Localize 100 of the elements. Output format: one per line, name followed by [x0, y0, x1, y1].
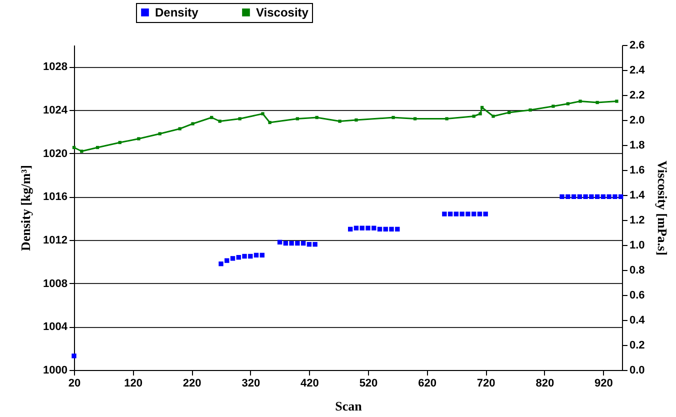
point	[210, 116, 214, 120]
point	[594, 194, 600, 200]
point	[448, 212, 453, 216]
point	[600, 194, 606, 200]
point	[230, 256, 236, 261]
point	[238, 117, 242, 120]
point	[560, 194, 564, 200]
y2-tick-label: 0.8	[630, 264, 645, 276]
point	[372, 226, 376, 230]
point	[283, 240, 288, 246]
point	[566, 102, 570, 106]
y2-tick-label: 2.2	[630, 90, 645, 102]
point	[596, 100, 599, 104]
point	[472, 114, 476, 118]
y2-tick-label: 1.6	[630, 164, 645, 176]
point	[354, 226, 359, 230]
y-tick-label: 1012	[43, 234, 68, 246]
point	[395, 226, 400, 232]
point	[158, 132, 162, 136]
point	[366, 226, 370, 230]
point	[471, 212, 476, 216]
point	[615, 100, 618, 103]
x-tick-label: 520	[359, 378, 378, 390]
point	[296, 117, 300, 120]
point	[348, 226, 353, 232]
y2-tick-label: 2.4	[630, 64, 646, 76]
y2-tick-label: 1.8	[630, 140, 645, 152]
point	[248, 254, 253, 259]
legend-label: Density	[155, 5, 199, 20]
x-tick-label: 620	[418, 378, 436, 390]
point	[478, 112, 482, 116]
point	[236, 254, 241, 260]
x-tick-label: 20	[68, 378, 81, 390]
point	[392, 116, 395, 120]
point	[606, 194, 612, 200]
x-tick-label: 120	[124, 378, 142, 390]
x-tick-label: 720	[476, 378, 496, 390]
point	[242, 254, 247, 259]
point	[261, 112, 264, 116]
y2-tick-label: 2.6	[630, 40, 645, 52]
point	[260, 252, 264, 258]
point	[315, 116, 318, 120]
point	[618, 194, 624, 200]
point	[178, 127, 182, 130]
y2-tick-label: 1.0	[630, 240, 645, 252]
y2-tick-label: 0.2	[630, 340, 645, 352]
x-tick-label: 920	[594, 378, 613, 390]
point	[72, 354, 76, 358]
point	[80, 150, 84, 153]
y-axis-title: Density [kg/m³]	[18, 165, 34, 251]
point	[224, 258, 230, 263]
y-tick-label: 1020	[43, 148, 68, 160]
point	[295, 240, 300, 246]
x-tick-label: 220	[182, 378, 202, 390]
point	[377, 226, 382, 232]
point	[118, 140, 122, 144]
y-tick-label: 1004	[43, 321, 68, 334]
point	[338, 120, 342, 123]
point	[577, 194, 582, 200]
y2-tick-label: 2.0	[630, 114, 645, 126]
point	[360, 226, 364, 230]
y-tick-label: 1028	[43, 61, 68, 74]
point	[277, 240, 282, 245]
point	[483, 212, 488, 216]
point	[389, 226, 394, 232]
point	[566, 194, 570, 200]
point	[312, 242, 318, 247]
y-tick-label: 1008	[43, 278, 68, 290]
point	[254, 252, 259, 258]
point	[571, 194, 576, 200]
point	[552, 104, 555, 108]
point	[466, 212, 470, 216]
point	[306, 242, 312, 247]
point	[218, 120, 222, 123]
point	[72, 146, 76, 150]
x-tick-label: 320	[242, 378, 260, 390]
legend-label: Viscosity	[256, 5, 309, 20]
y2-tick-label: 0.0	[630, 364, 645, 376]
point	[445, 117, 448, 120]
y-tick-label: 1016	[43, 191, 68, 204]
y2-tick-label: 0.4	[630, 314, 646, 326]
point	[218, 261, 224, 266]
point	[268, 120, 272, 124]
point	[354, 118, 358, 122]
point	[583, 194, 588, 200]
point	[137, 137, 140, 140]
point	[477, 212, 482, 216]
x-tick-label: 420	[300, 378, 319, 390]
point	[578, 100, 582, 103]
y-tick-label: 1000	[43, 364, 68, 376]
point	[383, 226, 388, 232]
point	[589, 194, 594, 200]
y2-tick-label: 1.2	[630, 214, 645, 226]
y-tick-label: 1024	[43, 104, 68, 116]
point	[454, 212, 459, 216]
x-tick-label: 820	[536, 378, 554, 390]
point	[442, 212, 447, 216]
point	[300, 240, 306, 246]
y2-axis-title: Viscosity [mPa.s]	[654, 160, 670, 256]
point	[492, 114, 495, 118]
